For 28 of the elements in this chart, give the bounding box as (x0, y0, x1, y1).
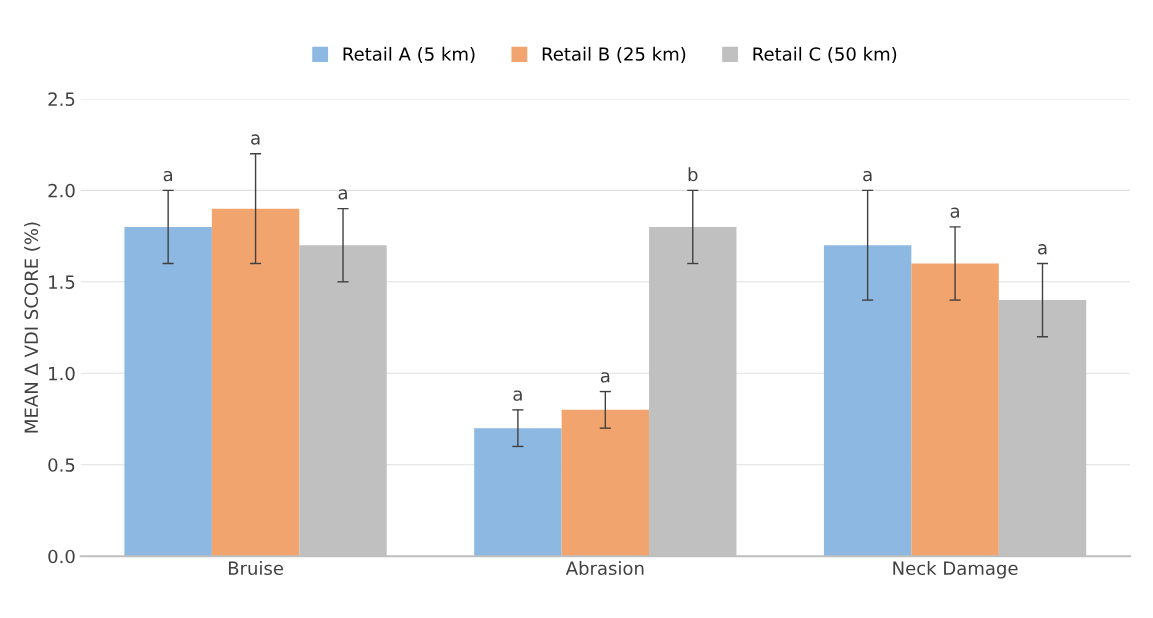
annotation: a (513, 390, 522, 401)
annotation: a (600, 372, 610, 383)
y-tick-label: 1.5 (49, 275, 75, 289)
bar (124, 226, 212, 557)
bar (823, 245, 912, 557)
bar (211, 208, 300, 557)
x-tick-label: Bruise (228, 561, 284, 576)
annotation: a (1038, 244, 1047, 255)
annotation: a (251, 134, 260, 145)
annotation: a (163, 170, 173, 182)
bar (911, 263, 999, 557)
x-tick-label: Neck Damage (893, 561, 1018, 579)
y-axis-title: MEAN Δ VDI SCORE (%) (24, 222, 41, 433)
bar (561, 409, 650, 557)
annotation: a (863, 170, 872, 182)
y-tick-label: 0.0 (48, 549, 75, 564)
x-tick-label: Abrasion (565, 561, 644, 576)
annotation: a (338, 189, 347, 200)
legend-label: Retail B (25 km) (542, 46, 686, 63)
y-tick-label: 0.5 (48, 458, 75, 472)
annotation: a (950, 207, 959, 218)
y-tick-label: 2.0 (48, 183, 75, 198)
legend-label: Retail C (50 km) (753, 46, 897, 63)
annotation: b (688, 167, 698, 182)
legend-label: Retail A (5 km) (343, 46, 475, 63)
y-tick-label: 1.0 (49, 366, 75, 381)
y-tick-label: 2.5 (48, 92, 75, 106)
bar (474, 428, 562, 557)
